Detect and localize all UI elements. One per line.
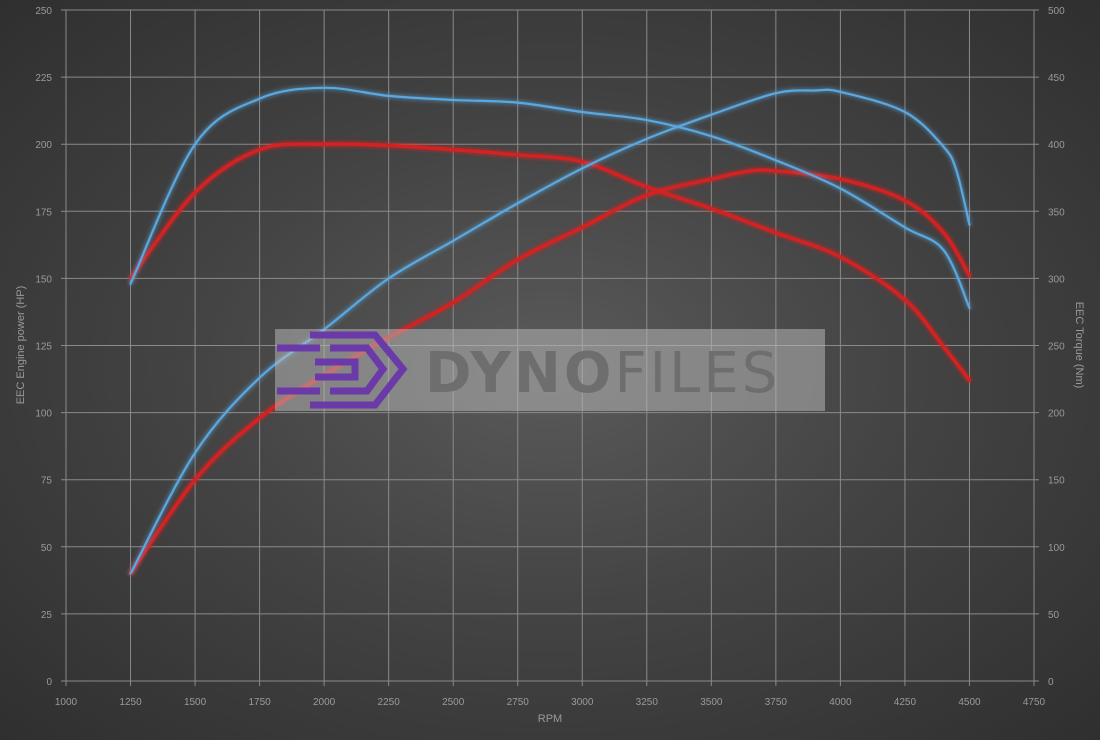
- tick-labels: 1000 1250 1500 1750 2000 2250 2500 2750 3000 3250…: [35, 6, 1065, 708]
- x-tick-label: 3750: [765, 697, 788, 708]
- y-right-tick-label: 400: [1048, 140, 1065, 151]
- watermark-text: DYNOFILES: [425, 341, 780, 406]
- watermark-light: FILES: [614, 341, 781, 406]
- x-tick-label: 4750: [1023, 697, 1046, 708]
- y-left-tick-label: 0: [46, 677, 52, 688]
- y-left-tick-label: 250: [35, 6, 52, 17]
- y-left-tick-label: 200: [35, 140, 52, 151]
- stock-power-line: [128, 168, 972, 576]
- y-left-tick-label: 25: [41, 610, 53, 621]
- y-left-tick-label: 50: [41, 543, 53, 554]
- y-left-tick-label: 125: [35, 342, 52, 353]
- x-tick-label: 2000: [313, 697, 336, 708]
- y-left-tick-label: 225: [35, 73, 52, 84]
- x-tick-label: 1250: [119, 697, 142, 708]
- y-right-tick-label: 100: [1048, 543, 1065, 554]
- x-tick-label: 3250: [636, 697, 659, 708]
- y-axis-left-label: EEC Engine power (HP): [15, 286, 27, 405]
- y-right-tick-label: 500: [1048, 6, 1065, 17]
- y-left-tick-label: 100: [35, 409, 52, 420]
- y-right-tick-label: 150: [1048, 476, 1065, 487]
- y-right-tick-label: 0: [1048, 677, 1054, 688]
- x-tick-label: 4500: [958, 697, 981, 708]
- dynofiles-logo-icon: [277, 331, 408, 409]
- y-right-tick-label: 200: [1048, 409, 1065, 420]
- y-left-tick-label: 75: [41, 476, 53, 487]
- x-tick-label: 1500: [184, 697, 207, 708]
- x-tick-label: 2250: [378, 697, 401, 708]
- y-right-tick-label: 300: [1048, 274, 1065, 285]
- y-left-tick-label: 150: [35, 274, 52, 285]
- x-tick-label: 2500: [442, 697, 465, 708]
- x-tick-label: 4000: [829, 697, 852, 708]
- x-tick-label: 3500: [700, 697, 723, 708]
- x-tick-label: 2750: [507, 697, 530, 708]
- watermark-logo: DYNOFILES: [275, 329, 825, 411]
- x-tick-label: 3000: [571, 697, 594, 708]
- y-right-tick-label: 250: [1048, 342, 1065, 353]
- y-right-tick-label: 350: [1048, 207, 1065, 218]
- x-tick-label: 1000: [55, 697, 78, 708]
- watermark-bold: DYNO: [425, 341, 615, 406]
- y-right-tick-label: 50: [1048, 610, 1060, 621]
- x-tick-label: 1750: [248, 697, 271, 708]
- x-tick-label: 4250: [894, 697, 917, 708]
- y-axis-right-label: EEC Torque (Nm): [1073, 302, 1085, 389]
- x-axis-label: RPM: [538, 713, 562, 725]
- tuned-torque-line: [129, 86, 971, 310]
- stock-torque-line: [128, 142, 972, 383]
- y-left-tick-label: 175: [35, 207, 52, 218]
- y-right-tick-label: 450: [1048, 73, 1065, 84]
